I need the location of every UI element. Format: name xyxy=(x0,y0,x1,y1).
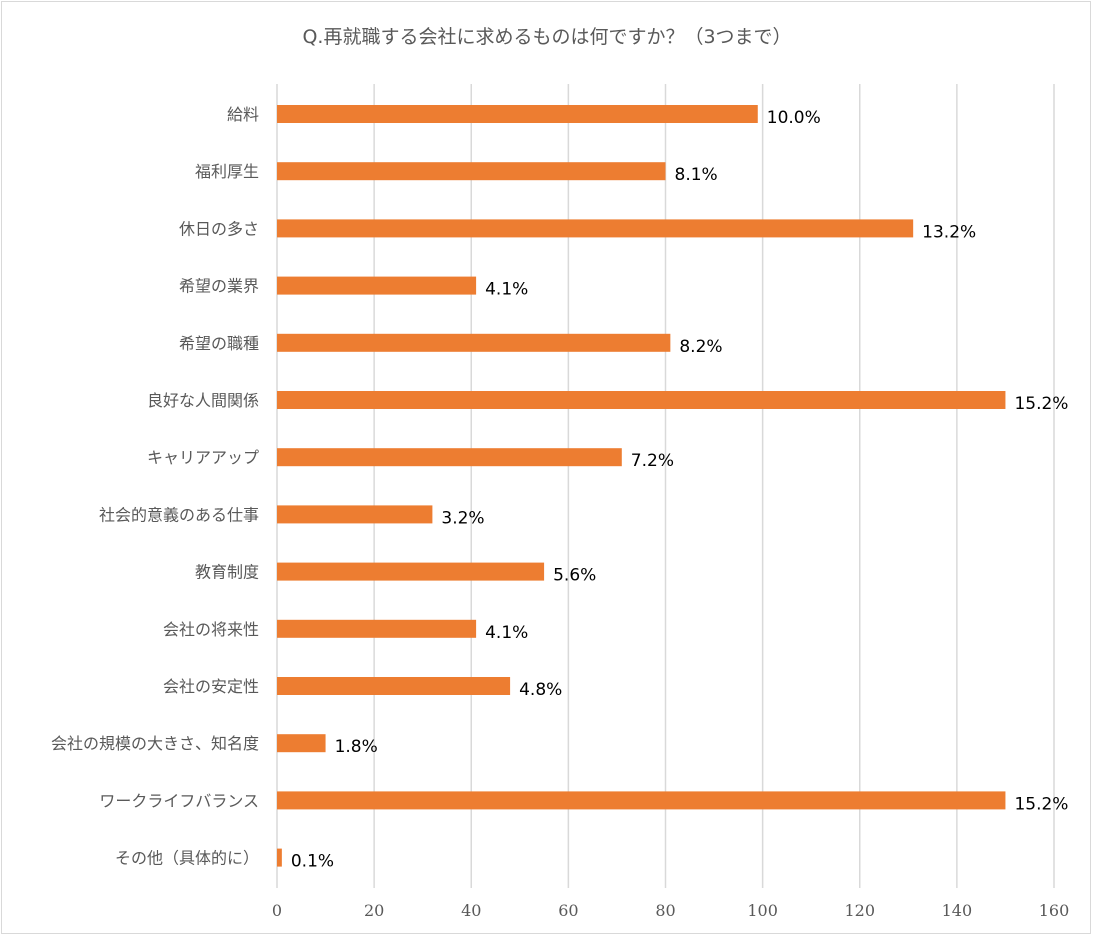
bar xyxy=(277,162,666,181)
category-label: 会社の規模の大きさ、知名度 xyxy=(51,734,259,753)
category-label: 良好な人間関係 xyxy=(147,391,259,410)
chart-title: Q.再就職する会社に求めるものは何ですか？（3つまで） xyxy=(302,26,792,48)
bar xyxy=(277,619,477,638)
x-tick-label: 160 xyxy=(1039,901,1070,920)
x-tick-label: 80 xyxy=(655,901,675,920)
bar xyxy=(277,505,433,524)
category-label: 休日の多さ xyxy=(179,219,259,238)
category-label: 福利厚生 xyxy=(195,162,259,181)
x-tick-label: 0 xyxy=(272,901,282,920)
category-label: 希望の業界 xyxy=(179,277,259,296)
x-tick-label: 100 xyxy=(747,901,778,920)
category-label: 希望の職種 xyxy=(179,334,259,353)
x-tick-label: 120 xyxy=(844,901,875,920)
x-tick-label: 20 xyxy=(364,901,384,920)
bar xyxy=(277,677,511,695)
data-label: 7.2% xyxy=(631,451,674,471)
bar xyxy=(277,562,545,581)
data-label: 4.1% xyxy=(485,280,528,300)
bar xyxy=(277,734,326,753)
bar xyxy=(277,448,622,467)
data-label: 4.1% xyxy=(485,623,528,643)
data-label: 0.1% xyxy=(291,852,334,872)
data-label: 13.2% xyxy=(922,222,976,242)
category-label: 教育制度 xyxy=(195,563,259,582)
bar xyxy=(277,391,1006,409)
data-label: 1.8% xyxy=(335,737,378,757)
category-label: 会社の安定性 xyxy=(163,677,259,696)
category-label: キャリアアップ xyxy=(147,448,259,467)
data-label: 15.2% xyxy=(1014,394,1068,414)
data-label: 10.0% xyxy=(767,108,821,128)
data-label: 15.2% xyxy=(1014,794,1068,814)
x-tick-label: 60 xyxy=(558,901,578,920)
x-tick-label: 40 xyxy=(461,901,481,920)
data-label: 5.6% xyxy=(553,566,596,586)
data-label: 3.2% xyxy=(441,508,484,528)
bar xyxy=(277,848,282,867)
x-tick-label: 140 xyxy=(942,901,973,920)
data-label: 8.1% xyxy=(675,165,718,185)
bar xyxy=(277,105,758,123)
category-label: 社会的意義のある仕事 xyxy=(99,505,259,524)
bar xyxy=(277,219,914,238)
category-label: 会社の将来性 xyxy=(163,620,259,639)
data-label: 4.8% xyxy=(519,680,562,700)
bar xyxy=(277,333,671,352)
category-label: その他（具体的に） xyxy=(115,849,259,868)
bar xyxy=(277,276,477,295)
category-label: ワークライフバランス xyxy=(99,791,259,810)
data-label: 8.2% xyxy=(679,337,722,357)
bar xyxy=(277,791,1006,810)
category-label: 給料 xyxy=(227,105,259,124)
